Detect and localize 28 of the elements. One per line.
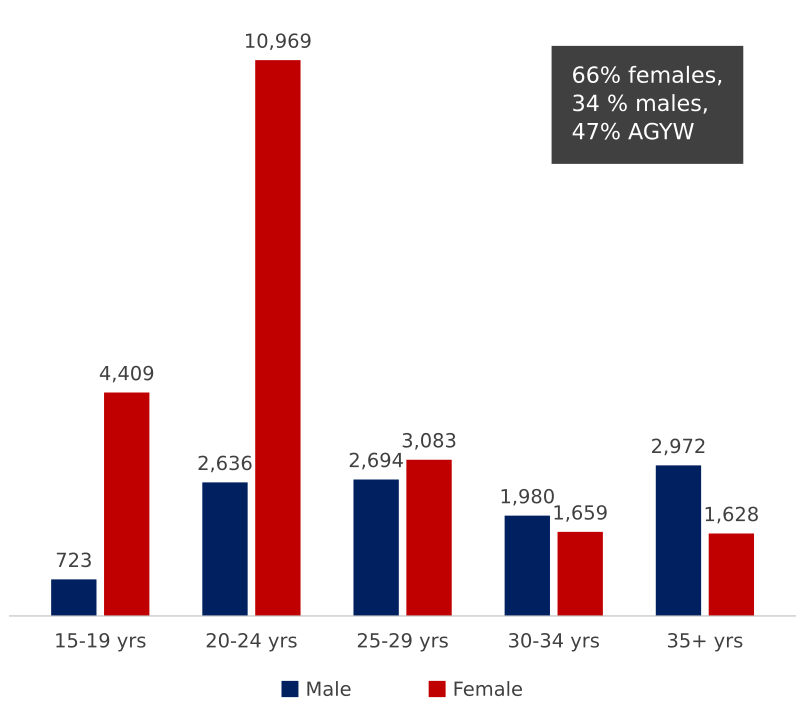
x-tick-label: 20-24 yrs bbox=[206, 632, 297, 652]
bar bbox=[708, 533, 754, 616]
bar bbox=[104, 392, 150, 616]
legend-label: Female bbox=[454, 681, 522, 696]
bar bbox=[353, 479, 399, 616]
data-label: 2,636 bbox=[198, 456, 252, 472]
data-label: 1,628 bbox=[706, 506, 758, 524]
bar bbox=[504, 516, 550, 616]
bar bbox=[51, 579, 96, 616]
legend-label: Male bbox=[307, 681, 351, 696]
bar bbox=[558, 532, 603, 616]
data-label: 1,659 bbox=[554, 505, 607, 522]
bar bbox=[406, 460, 452, 616]
data-label: 4,409 bbox=[100, 366, 154, 382]
data-label: 723 bbox=[56, 552, 91, 568]
bar bbox=[656, 465, 702, 616]
data-label: 3,083 bbox=[402, 432, 456, 450]
annotation: 66% females, 34 % males, 47% AGYW bbox=[572, 66, 722, 140]
bar bbox=[255, 60, 301, 616]
bar bbox=[202, 482, 248, 616]
data-label: 2,694 bbox=[350, 452, 403, 470]
data-label: 1,980 bbox=[502, 488, 554, 506]
data-label: 10,969 bbox=[246, 33, 311, 50]
data-label: 2,972 bbox=[652, 438, 704, 456]
x-tick-label: 30-34 yrs bbox=[509, 632, 599, 652]
x-tick-label: 25-29 yrs bbox=[358, 632, 448, 652]
x-tick-label: 35+ yrs bbox=[668, 632, 742, 652]
x-tick-label: 15-19 yrs bbox=[56, 632, 146, 652]
